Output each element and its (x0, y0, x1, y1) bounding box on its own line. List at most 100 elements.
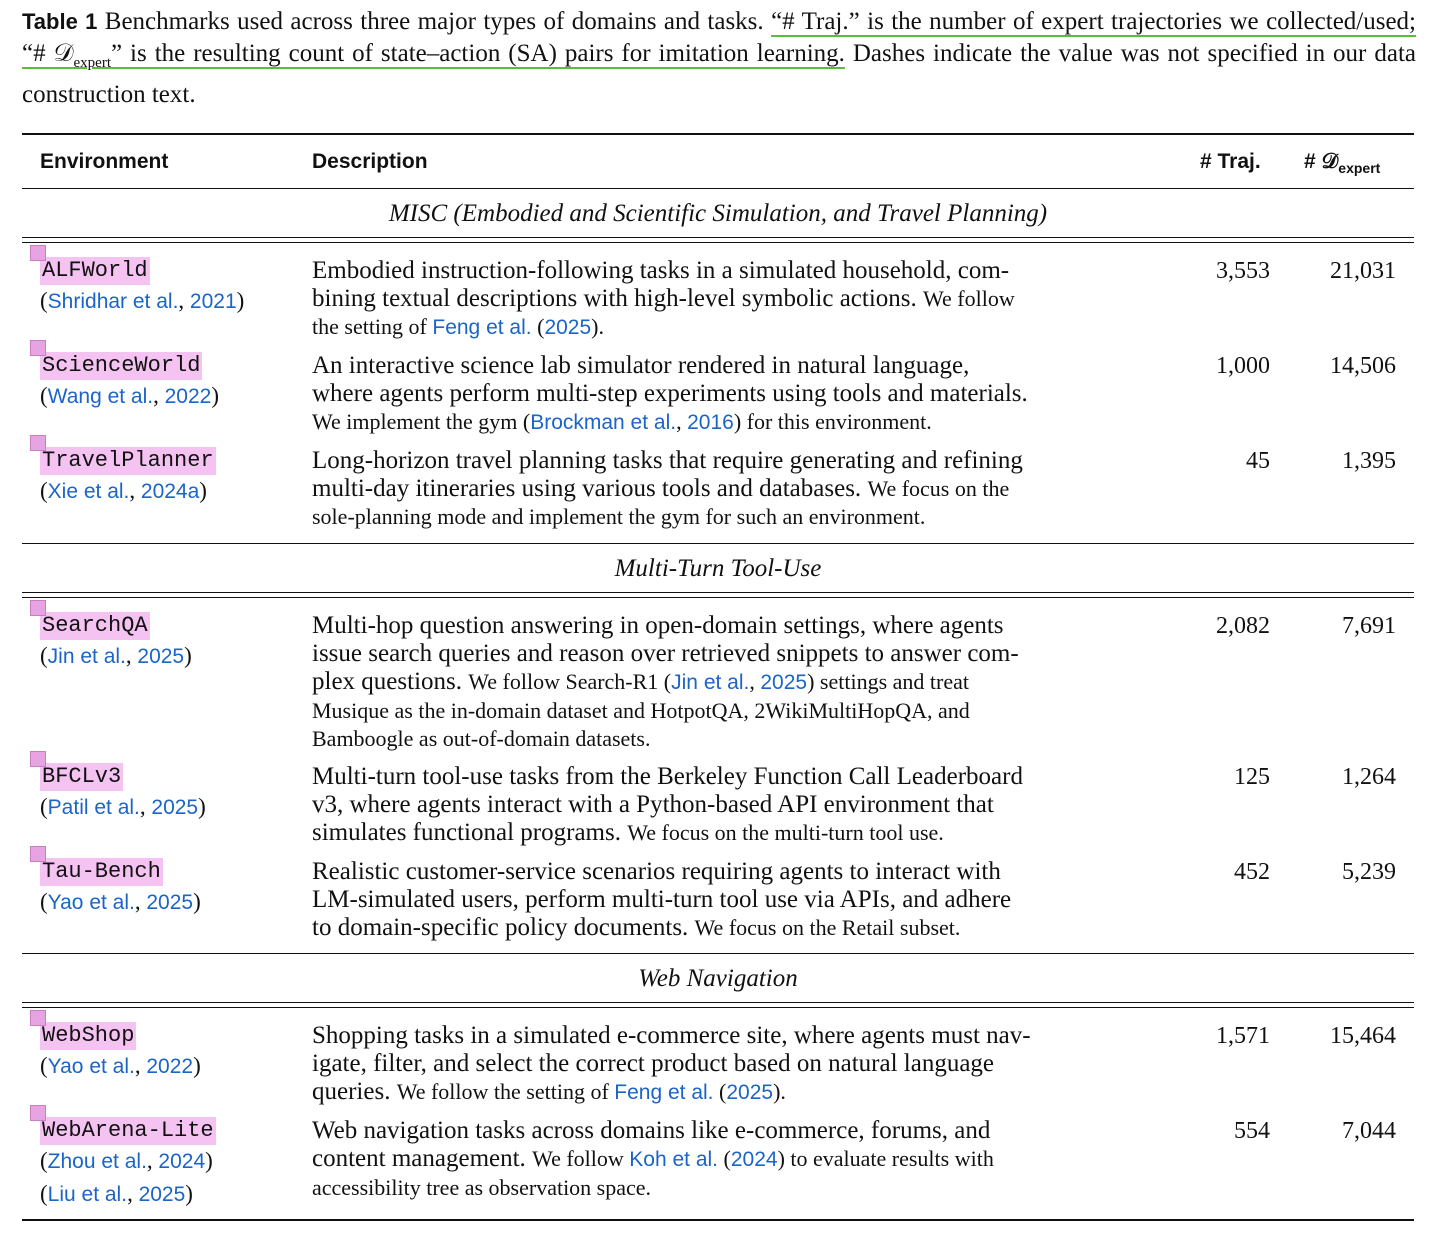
description-line: Realistic customer-service scenarios req… (312, 858, 1174, 886)
description-line: the setting of Feng et al. (2025). (312, 313, 1174, 342)
citation-authors-link[interactable]: Zhou et al. (47, 1150, 147, 1173)
description-text: sole-planning mode and implement the gym… (312, 504, 926, 529)
group-rule-web-a (22, 1002, 1414, 1003)
citation-authors-link[interactable]: Yao et al. (47, 1055, 135, 1078)
description-text: ) settings and treat (807, 669, 969, 694)
citation-authors-link[interactable]: Patil et al. (47, 796, 140, 819)
environment-citation: (Shridhar et al., 2021) (40, 288, 245, 313)
header-traj: # Traj. (1200, 150, 1261, 173)
description-text: We follow (532, 1146, 630, 1171)
description-line: Bamboogle as out-of-domain datasets. (312, 725, 1174, 753)
description-citation-link[interactable]: 2024 (730, 1148, 778, 1171)
description-line: Musique as the in-domain dataset and Hot… (312, 697, 1174, 725)
description-citation-link[interactable]: Koh et al. (629, 1148, 719, 1171)
description-text: queries. (312, 1078, 397, 1105)
header-d-prefix: # 𝒟 (1304, 150, 1339, 173)
description-text: v3, where agents interact with a Python-… (312, 791, 994, 818)
environment-citation: (Liu et al., 2025) (40, 1181, 193, 1206)
citation-year-link[interactable]: 2022 (164, 385, 212, 408)
environment-name: ScienceWorld (40, 352, 203, 380)
description-text: the setting of (312, 314, 433, 339)
citation-year-link[interactable]: 2025 (137, 645, 185, 668)
citation-authors-link[interactable]: Liu et al. (47, 1183, 128, 1206)
sa-pair-count: 5,239 (1342, 859, 1396, 885)
description-line: v3, where agents interact with a Python-… (312, 791, 1174, 819)
top-rule (22, 133, 1414, 135)
description-line: Multi-turn tool-use tasks from the Berke… (312, 763, 1174, 791)
description-text: ). (773, 1079, 786, 1104)
caption-text-before: Benchmarks used across three major types… (104, 8, 772, 35)
citation-year-link[interactable]: 2025 (146, 891, 194, 914)
caption-d-symbol: 𝒟 (53, 40, 74, 67)
traj-count: 1,571 (1216, 1023, 1270, 1049)
group-rule-tool-a (22, 592, 1414, 593)
description-text: accessibility tree as observation space. (312, 1175, 652, 1200)
description-text: bining textual descriptions with high-le… (312, 285, 924, 312)
group-title-misc: MISC (Embodied and Scientific Simulation… (388, 200, 1048, 227)
description-text: Web navigation tasks across domains like… (312, 1117, 991, 1144)
environment-name: WebArena-Lite (40, 1117, 216, 1145)
description-text: An interactive science lab simulator ren… (312, 352, 970, 379)
description-citation-link[interactable]: Brockman et al. (530, 411, 677, 434)
description-line: issue search queries and reason over ret… (312, 640, 1174, 668)
environment-name: BFCLv3 (40, 763, 124, 791)
description-text: ( (531, 314, 545, 339)
description-text: , (676, 409, 688, 434)
caption-text-after: Dashes indicate the value was not specif… (22, 40, 1416, 108)
description-line: accessibility tree as observation space. (312, 1174, 1174, 1202)
group-rule-misc-a (22, 237, 1414, 238)
section-rule-2 (22, 953, 1414, 954)
description-citation-link[interactable]: 2025 (726, 1081, 774, 1104)
description-cell: Multi-turn tool-use tasks from the Berke… (312, 763, 1174, 847)
description-line: multi-day itineraries using various tool… (312, 475, 1174, 503)
environment-citation: (Xie et al., 2024a) (40, 478, 207, 503)
group-rule-misc-b (22, 242, 1414, 243)
citation-authors-link[interactable]: Shridhar et al. (47, 290, 179, 313)
environment-name: TravelPlanner (40, 447, 216, 475)
environment-citation: (Patil et al., 2025) (40, 794, 206, 819)
citation-authors-link[interactable]: Jin et al. (47, 645, 126, 668)
traj-count: 45 (1246, 448, 1270, 474)
description-line: sole-planning mode and implement the gym… (312, 503, 1174, 531)
description-citation-link[interactable]: Feng et al. (614, 1081, 714, 1104)
description-citation-link[interactable]: Jin et al. (671, 671, 750, 694)
description-text: We follow the setting of (396, 1079, 615, 1104)
citation-year-link[interactable]: 2021 (189, 290, 237, 313)
sa-pair-count: 21,031 (1330, 258, 1396, 284)
description-text: Long-horizon travel planning tasks that … (312, 447, 1023, 474)
description-text: multi-day itineraries using various tool… (312, 475, 868, 502)
description-line: plex questions. We follow Search-R1 (Jin… (312, 668, 1174, 697)
description-citation-link[interactable]: 2016 (687, 411, 734, 434)
citation-year-link[interactable]: 2025 (138, 1183, 186, 1206)
header-environment: Environment (40, 150, 169, 173)
description-line: igate, filter, and select the correct pr… (312, 1050, 1174, 1078)
description-line: Embodied instruction-following tasks in … (312, 257, 1174, 285)
description-text: LM-simulated users, perform multi-turn t… (312, 886, 1012, 913)
sa-pair-count: 7,044 (1342, 1118, 1396, 1144)
environment-name: ALFWorld (40, 257, 150, 285)
bottom-rule (22, 1219, 1414, 1221)
environment-citation: (Yao et al., 2022) (40, 1053, 201, 1078)
description-text: issue search queries and reason over ret… (312, 640, 1019, 667)
citation-year-link[interactable]: 2025 (151, 796, 199, 819)
citation-year-link[interactable]: 2024a (140, 480, 200, 503)
citation-authors-link[interactable]: Wang et al. (47, 385, 154, 408)
citation-year-link[interactable]: 2022 (146, 1055, 194, 1078)
description-line: Shopping tasks in a simulated e-commerce… (312, 1022, 1174, 1050)
description-text: We follow Search-R1 ( (468, 669, 672, 694)
citation-authors-link[interactable]: Yao et al. (47, 891, 135, 914)
description-cell: Web navigation tasks across domains like… (312, 1117, 1174, 1202)
description-citation-link[interactable]: 2025 (760, 671, 808, 694)
sa-pair-count: 1,264 (1342, 764, 1396, 790)
description-line: Long-horizon travel planning tasks that … (312, 447, 1174, 475)
description-citation-link[interactable]: 2025 (544, 316, 592, 339)
header-d-expert: # 𝒟expert (1304, 150, 1380, 176)
environment-citation: (Jin et al., 2025) (40, 643, 192, 668)
environment-cell: ScienceWorld (Wang et al., 2022) (40, 352, 219, 413)
description-line: content management. We follow Koh et al.… (312, 1145, 1174, 1174)
citation-authors-link[interactable]: Xie et al. (47, 480, 130, 503)
description-text: We focus on the (867, 476, 1010, 501)
citation-year-link[interactable]: 2024 (158, 1150, 206, 1173)
description-text: Realistic customer-service scenarios req… (312, 858, 1001, 885)
description-citation-link[interactable]: Feng et al. (432, 316, 532, 339)
